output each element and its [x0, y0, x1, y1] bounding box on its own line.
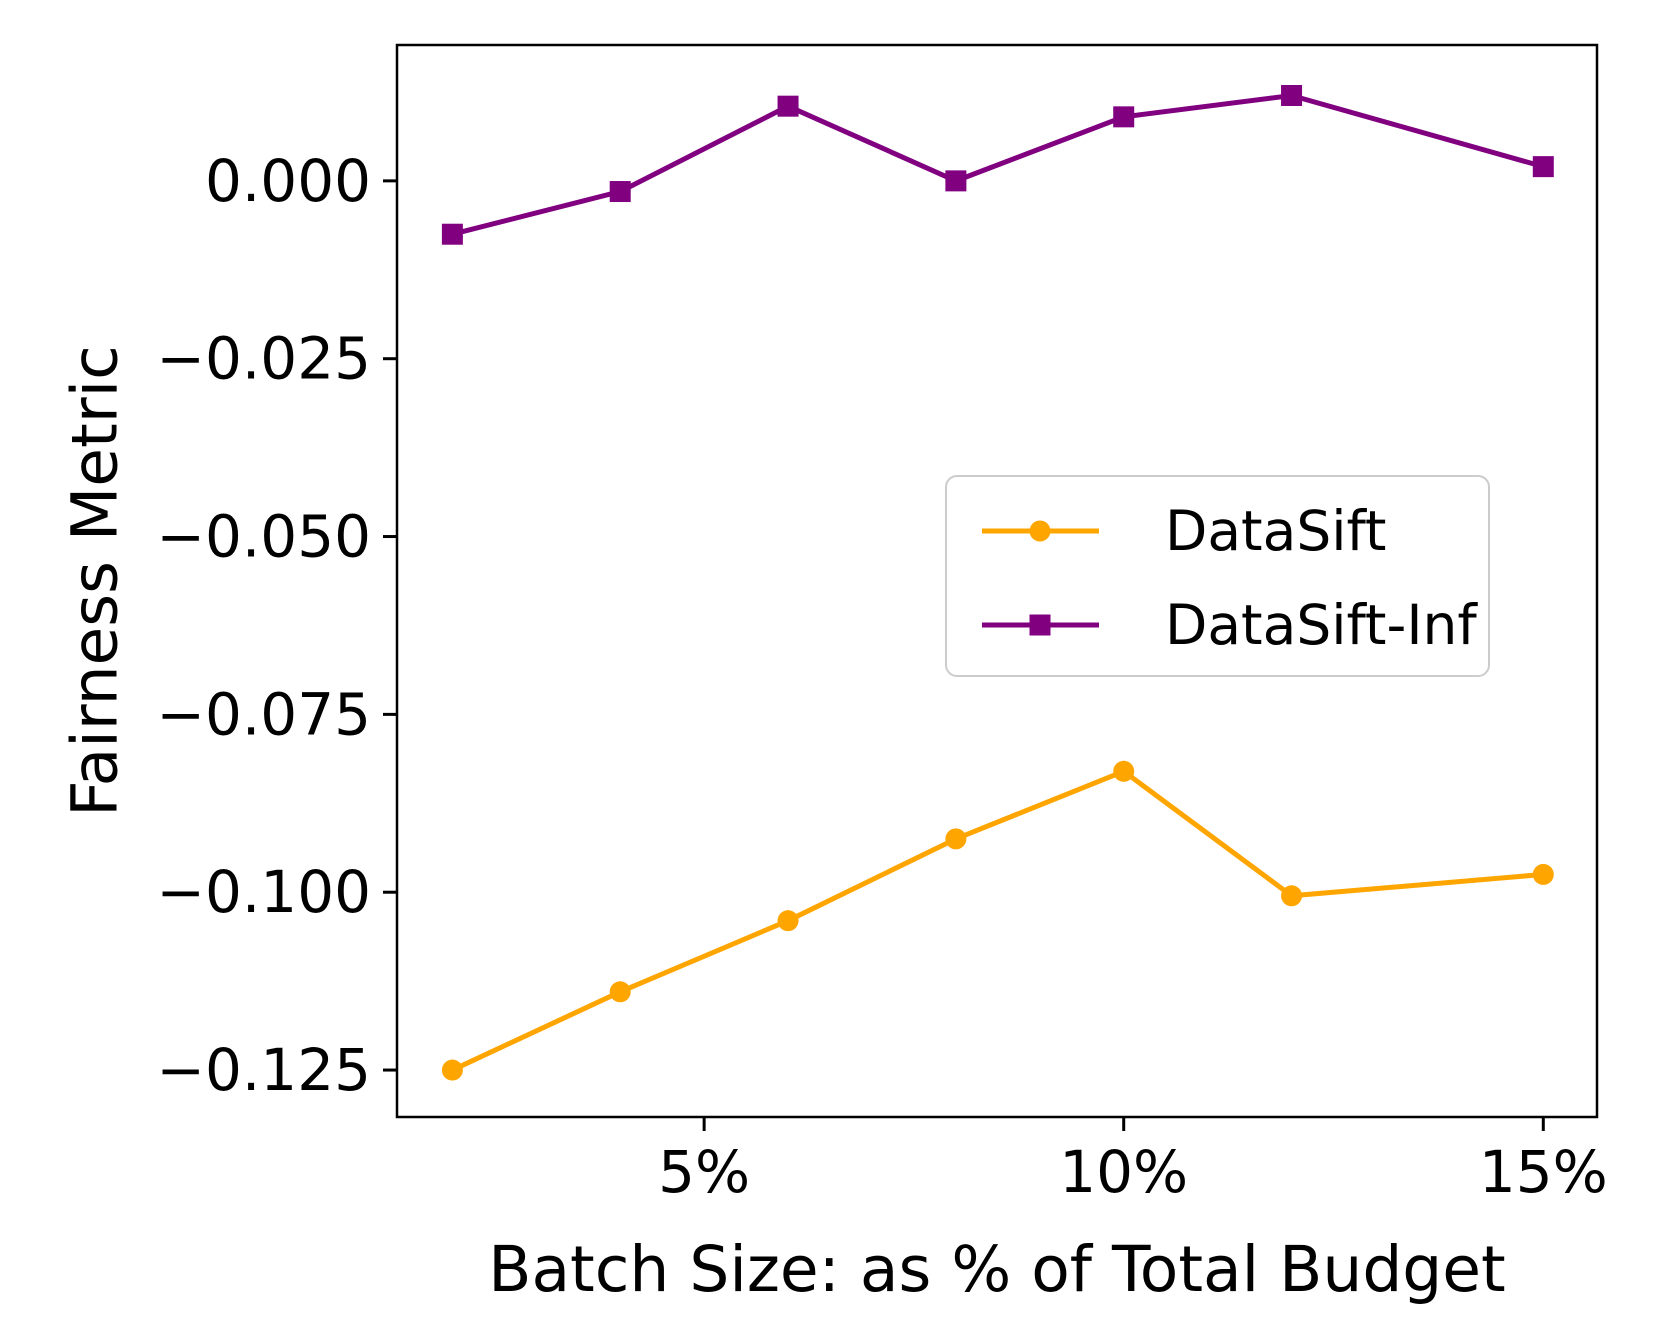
data-point-datasift: [1532, 863, 1554, 885]
legend-entry-datasift-inf: DataSift-Inf: [947, 593, 1477, 657]
x-tick-label: 15%: [1479, 1138, 1608, 1206]
data-point-datasift-inf: [1532, 156, 1554, 178]
y-tick-label: −0.075: [156, 680, 371, 748]
data-point-datasift: [609, 981, 631, 1003]
x-axis-label: Batch Size: as % of Total Budget: [488, 1233, 1506, 1306]
y-tick-label: 0.000: [205, 147, 371, 215]
legend-entry-datasift: DataSift: [947, 499, 1387, 563]
y-tick-label: −0.025: [156, 325, 371, 393]
axes-spines: [395, 43, 1599, 1119]
data-point-datasift-inf: [609, 181, 631, 203]
legend-line-square-icon: [982, 614, 1099, 636]
data-point-datasift-inf: [945, 170, 967, 192]
legend-label-datasift-inf: DataSift-Inf: [1165, 593, 1477, 657]
series-line-datasift: [451, 768, 1544, 1073]
data-point-datasift: [441, 1059, 463, 1081]
legend-line-circle-icon: [982, 520, 1099, 542]
data-point-datasift: [1281, 885, 1303, 907]
series-line-datasift-inf: [451, 92, 1544, 237]
y-tick-label: −0.125: [156, 1036, 371, 1104]
data-point-datasift-inf: [777, 95, 799, 117]
data-point-datasift: [945, 828, 967, 850]
x-tick-label: 5%: [658, 1138, 750, 1206]
x-tick-label: 10%: [1059, 1138, 1188, 1206]
data-point-datasift: [777, 910, 799, 932]
y-tick-label: −0.050: [156, 503, 371, 571]
data-point-datasift: [1113, 760, 1135, 782]
legend-marker-square-icon: [1029, 614, 1051, 636]
data-point-datasift-inf: [1113, 106, 1135, 128]
data-point-datasift-inf: [1281, 85, 1303, 107]
legend-label-datasift: DataSift: [1165, 499, 1387, 563]
y-axis-label: Fairness Metric: [58, 345, 132, 817]
data-point-datasift-inf: [441, 223, 463, 245]
legend-marker-circle-icon: [1029, 520, 1051, 542]
y-tick-label: −0.100: [156, 858, 371, 926]
legend: DataSift DataSift-Inf: [945, 475, 1490, 677]
